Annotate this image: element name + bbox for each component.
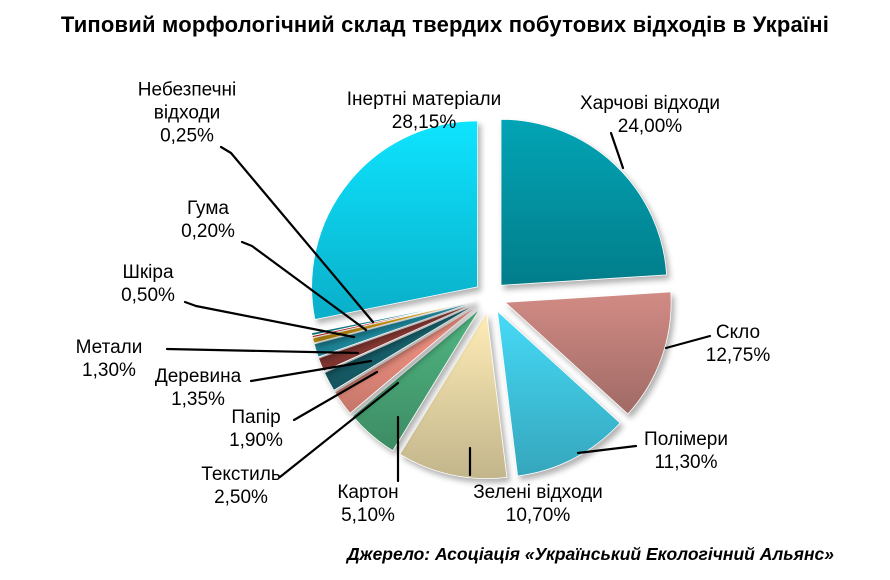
pie-slices-group [311,118,672,480]
slice-value: 1,35% [171,389,225,410]
slice-name: Інертні матеріали [346,89,502,110]
slice-label-9: Шкіра 0,50% [121,261,175,307]
slice-label-0: Харчові відходи 24,00% [580,92,720,138]
slice-label-4: Картон 5,10% [337,481,398,527]
slice-name: Гума [187,198,229,219]
slice-label-5: Текстиль 2,50% [201,463,280,509]
slice-name: Зелені відходи [473,482,603,503]
slice-label-7: Деревина 1,35% [155,365,241,411]
slice-value: 10,70% [505,505,571,526]
slice-value: 0,50% [121,285,175,306]
leader-lines-group [165,131,712,483]
pie-slice-4[interactable] [352,308,480,452]
slice-label-12: Інертні матеріали 28,15% [347,88,502,134]
slice-label-8: Метали 1,30% [76,336,143,382]
slice-name: Небезпечні відходи [137,79,237,124]
slice-value: 5,10% [341,505,395,526]
pie-slice-5[interactable] [334,305,478,414]
slice-name: Деревина [154,366,242,387]
chart-title: Типовий морфологічний склад твердих побу… [60,12,830,37]
slice-name: Метали [75,337,143,358]
leader-line-1 [664,334,712,350]
pie-slice-8[interactable] [313,301,475,358]
leader-line-2 [576,444,638,455]
slice-name: Харчові відходи [580,93,720,114]
slice-value: 11,30% [654,452,718,473]
leader-line-9 [183,300,356,339]
slice-name: Шкіра [122,262,174,283]
pie-slice-1[interactable] [504,291,672,415]
pie-slice-3[interactable] [399,311,508,480]
leader-line-11 [219,145,375,324]
slice-label-6: Папір 1,90% [229,406,283,452]
slice-name: Картон [337,482,399,503]
pie-slice-2[interactable] [496,310,621,477]
slice-name: Папір [231,407,281,428]
slice-label-3: Зелені відходи 10,70% [473,481,603,527]
slice-label-11: Небезпечні відходи 0,25% [121,79,253,148]
slice-value: 28,15% [391,112,457,133]
slice-name: Скло [715,322,761,343]
leader-line-0 [609,131,625,170]
slice-label-2: Полімери 11,30% [644,428,728,474]
slice-value: 0,20% [181,221,235,242]
slice-value: 1,90% [229,430,283,451]
slice-name: Текстиль [201,464,281,485]
slice-value: 0,25% [160,125,214,147]
leader-line-10 [240,240,368,332]
slice-value: 2,50% [214,487,268,508]
pie-slice-12[interactable] [311,120,478,320]
slice-label-1: Скло 12,75% [706,321,770,367]
leader-line-7 [249,359,373,383]
pie-slice-6[interactable] [323,304,477,391]
pie-slice-9[interactable] [312,300,475,344]
pie-slice-11[interactable] [311,299,475,336]
slice-value: 12,75% [705,345,771,366]
leader-line-5 [278,381,400,479]
leader-line-6 [292,370,379,422]
pie-slice-0[interactable] [500,118,668,286]
pie-slice-7[interactable] [318,302,476,372]
leader-line-8 [165,347,360,355]
source-caption: Джерело: Асоціація «Український Екологіч… [347,544,834,564]
slice-label-10: Гума 0,20% [181,197,235,243]
slice-value: 1,30% [82,360,136,381]
slice-name: Полімери [644,429,728,450]
slice-value: 24,00% [617,116,683,137]
